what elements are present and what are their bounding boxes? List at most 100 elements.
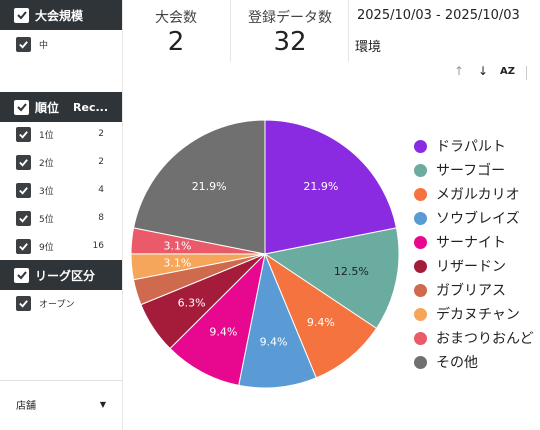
legend-label: サーナイト: [436, 235, 506, 251]
legend-label: サーフゴー: [436, 163, 506, 179]
checkbox-icon[interactable]: [16, 36, 31, 52]
legend-label: リザードン: [436, 259, 506, 275]
legend-swatch: [414, 187, 427, 201]
panel-divider: [122, 0, 123, 430]
legend-item[interactable]: サーフゴー: [414, 158, 534, 182]
scorecard-divider: [348, 0, 349, 62]
checkbox-icon[interactable]: [14, 7, 29, 23]
filter-item-count: 4: [98, 185, 104, 195]
scorecard-title: 大会数: [155, 10, 197, 26]
date-range-control[interactable]: 2025/10/03 - 2025/10/03: [357, 8, 520, 23]
sort-az-icon[interactable]: AZ: [500, 66, 515, 77]
legend-label: ソウブレイズ: [436, 211, 520, 227]
legend-item[interactable]: ソウブレイズ: [414, 206, 534, 230]
slice-label: 9.4%: [260, 336, 288, 349]
legend-item[interactable]: メガルカリオ: [414, 182, 534, 206]
pie-slice[interactable]: [264, 119, 398, 255]
legend-swatch: [414, 307, 427, 321]
slice-label: 9.4%: [209, 326, 237, 339]
sort-ascending-icon[interactable]: ↑: [454, 64, 465, 78]
filter-item-label: 5位: [39, 214, 54, 225]
store-dropdown[interactable]: 店舗 ▼: [0, 380, 122, 427]
toolbar-divider: [526, 66, 527, 80]
legend-swatch: [414, 355, 427, 369]
checkbox-icon[interactable]: [16, 295, 31, 311]
scorecard-title: 登録データ数: [248, 10, 332, 26]
legend-swatch: [414, 331, 427, 345]
filter-item-label: オープン: [39, 299, 75, 310]
filter-item-rank[interactable]: 5位 8: [0, 207, 122, 229]
pie-slice[interactable]: [132, 119, 266, 255]
filter-item-count: 2: [98, 129, 104, 139]
slice-label: 21.9%: [192, 180, 227, 193]
legend-item[interactable]: おまつりおんど: [414, 326, 534, 350]
filter-item-size-medium[interactable]: 中: [0, 33, 122, 55]
checkbox-icon[interactable]: [16, 210, 31, 226]
filter-item-label: 中: [39, 40, 49, 51]
slice-label: 21.9%: [303, 180, 338, 193]
legend-swatch: [414, 235, 427, 249]
scorecard-value: 2: [167, 27, 185, 57]
legend-item[interactable]: リザードン: [414, 254, 534, 278]
filter-item-label: 2位: [39, 158, 54, 169]
checkbox-icon[interactable]: [16, 238, 31, 254]
legend-label: ガブリアス: [436, 283, 506, 299]
pie-slice[interactable]: [238, 252, 317, 389]
checkbox-icon[interactable]: [16, 126, 31, 142]
filter-item-label: 1位: [39, 130, 54, 141]
chart-legend: ドラパルトサーフゴーメガルカリオ ソウブレイズ サーナイトリザードンガブリアスデカヌ…: [414, 134, 534, 374]
store-dropdown-label: 店舗: [16, 400, 36, 412]
filter-header-record-column[interactable]: Rec...: [73, 100, 109, 114]
slice-label: 6.3%: [178, 297, 206, 310]
filter-item-count: 2: [98, 157, 104, 167]
filter-item-label: 3位: [39, 186, 54, 197]
filter-item-league-open[interactable]: オープン: [0, 292, 122, 314]
filter-item-count: 8: [98, 213, 104, 223]
sort-descending-icon[interactable]: ↓: [478, 64, 489, 78]
legend-swatch: [414, 163, 427, 177]
legend-label: メガルカリオ: [436, 187, 520, 203]
environment-label: 環境: [355, 40, 382, 55]
filter-item-label: 9位: [39, 242, 54, 253]
filter-header-rank[interactable]: 順位 Rec...: [0, 92, 122, 122]
pie-slice[interactable]: [263, 227, 400, 330]
pie-slice[interactable]: [263, 252, 378, 379]
pie-chart: 21.9% 12.5% 9.4% 9.4% 9.4% 6.3% 3.1% 3.1% 21.9%: [130, 119, 400, 389]
slice-label: 9.4%: [307, 316, 335, 329]
legend-label: その他: [436, 355, 478, 371]
legend-swatch: [414, 283, 427, 297]
checkbox-icon[interactable]: [14, 267, 29, 283]
legend-label: デカヌチャン: [436, 307, 520, 323]
legend-item[interactable]: デカヌチャン: [414, 302, 534, 326]
checkbox-icon[interactable]: [16, 182, 31, 198]
scorecard-divider: [230, 0, 231, 62]
legend-label: おまつりおんど: [436, 331, 534, 347]
legend-item[interactable]: ガブリアス: [414, 278, 534, 302]
scorecard-records: 登録データ数 32: [232, 0, 348, 62]
pie-slice[interactable]: [169, 252, 266, 386]
filter-header-league[interactable]: リーグ区分: [0, 260, 122, 290]
checkbox-icon[interactable]: [16, 154, 31, 170]
filter-item-rank[interactable]: 2位 2: [0, 151, 122, 173]
filter-header-label: 順位: [35, 100, 60, 115]
legend-item[interactable]: その他: [414, 350, 534, 374]
legend-swatch: [414, 211, 427, 225]
filter-item-rank[interactable]: 3位 4: [0, 179, 122, 201]
filter-header-label: リーグ区分: [35, 268, 96, 283]
legend-label: ドラパルト: [436, 139, 506, 155]
legend-item[interactable]: サーナイト: [414, 230, 534, 254]
caret-down-icon: ▼: [99, 399, 106, 409]
slice-label: 12.5%: [334, 265, 369, 278]
slice-label: 3.1%: [163, 239, 191, 252]
filter-item-count: 16: [92, 241, 104, 251]
slice-label: 3.1%: [163, 256, 191, 269]
scorecard-tournaments: 大会数 2: [124, 0, 228, 62]
filter-item-rank[interactable]: 9位 16: [0, 235, 122, 257]
legend-swatch: [414, 139, 427, 153]
checkbox-icon[interactable]: [14, 99, 29, 115]
filter-header-size[interactable]: 大会規模: [0, 0, 122, 30]
filter-item-rank[interactable]: 1位 2: [0, 123, 122, 145]
legend-item[interactable]: ドラパルト: [414, 134, 534, 158]
filter-header-label: 大会規模: [35, 8, 84, 23]
legend-swatch: [414, 259, 427, 273]
